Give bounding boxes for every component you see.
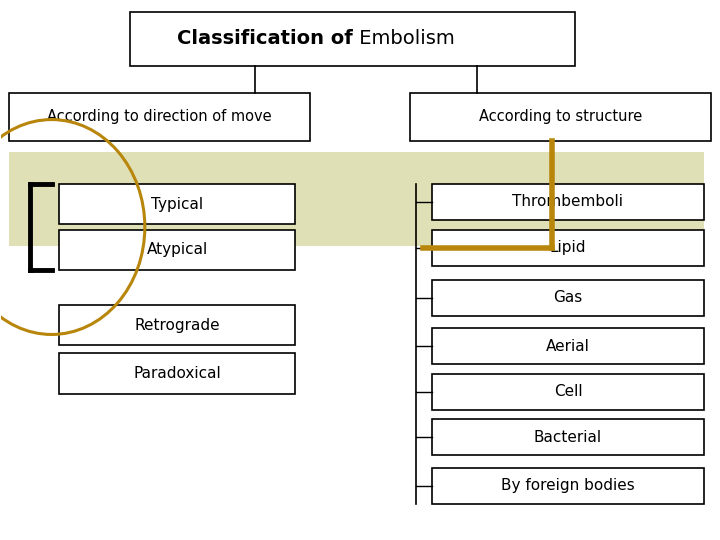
FancyBboxPatch shape	[9, 152, 704, 246]
Text: Typical: Typical	[151, 197, 203, 212]
Text: According to structure: According to structure	[480, 110, 642, 124]
FancyBboxPatch shape	[59, 184, 295, 224]
Text: Classification of: Classification of	[177, 30, 353, 49]
Text: Bacterial: Bacterial	[534, 430, 602, 445]
FancyBboxPatch shape	[432, 328, 704, 364]
Text: By foreign bodies: By foreign bodies	[501, 478, 635, 493]
Text: Aerial: Aerial	[546, 339, 590, 354]
Text: Retrograde: Retrograde	[135, 318, 220, 333]
FancyBboxPatch shape	[432, 280, 704, 316]
FancyBboxPatch shape	[59, 305, 295, 345]
Text: Paradoxical: Paradoxical	[133, 366, 221, 381]
FancyBboxPatch shape	[432, 420, 704, 455]
FancyBboxPatch shape	[432, 374, 704, 410]
Text: Gas: Gas	[554, 290, 582, 305]
FancyBboxPatch shape	[410, 93, 711, 141]
Text: Embolism: Embolism	[353, 30, 454, 49]
FancyBboxPatch shape	[59, 353, 295, 394]
Text: According to direction of move: According to direction of move	[47, 110, 271, 124]
FancyBboxPatch shape	[432, 230, 704, 266]
FancyBboxPatch shape	[59, 230, 295, 270]
FancyBboxPatch shape	[130, 12, 575, 66]
Text: Thrombemboli: Thrombemboli	[513, 194, 624, 209]
FancyBboxPatch shape	[432, 468, 704, 504]
FancyBboxPatch shape	[9, 93, 310, 141]
FancyBboxPatch shape	[432, 184, 704, 219]
Text: Atypical: Atypical	[146, 242, 208, 258]
Text: Cell: Cell	[554, 384, 582, 399]
Text: Lipid: Lipid	[550, 240, 586, 255]
